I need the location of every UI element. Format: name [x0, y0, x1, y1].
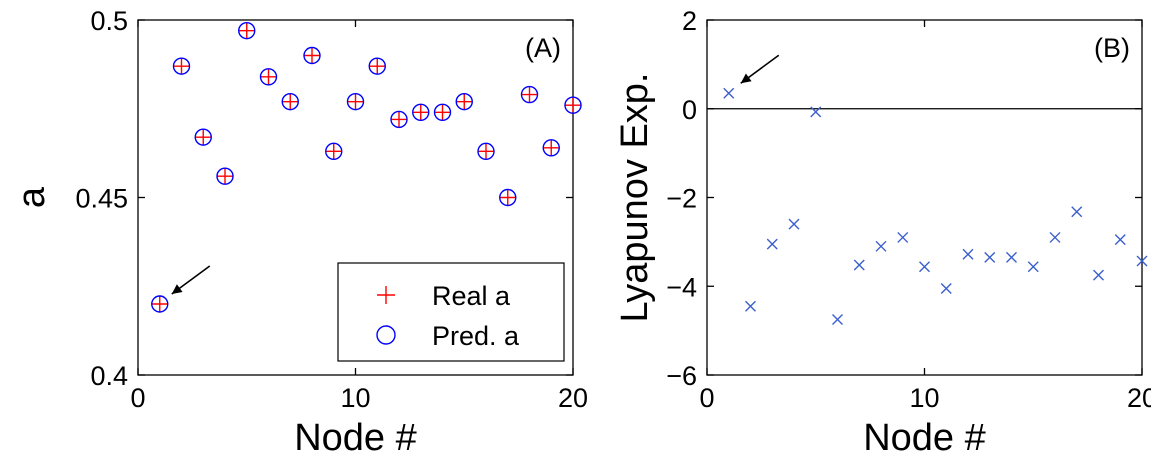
y-tick-label: 0.5: [90, 6, 128, 36]
x-axis-label: Node #: [294, 417, 417, 456]
real-a-point: [543, 139, 560, 156]
pred-a-point: [477, 142, 495, 161]
lyapunov-point: [940, 282, 952, 294]
x-tick-label: 20: [558, 383, 588, 413]
y-tick-label: 0.45: [75, 184, 128, 214]
lyapunov-point: [984, 251, 996, 263]
pred-a-point: [259, 68, 278, 86]
y-tick-label: −2: [666, 184, 697, 214]
lyapunov-point: [1049, 231, 1061, 243]
x-tick-label: 0: [699, 383, 714, 413]
lyapunov-point: [875, 240, 887, 252]
real-a-point: [151, 296, 168, 312]
x-tick-label: 10: [909, 383, 939, 413]
real-a-point: [499, 189, 516, 206]
lyapunov-point: [1006, 251, 1017, 263]
lyapunov-point: [1071, 206, 1083, 218]
pred-a-point: [281, 92, 299, 111]
arrow-head: [740, 73, 752, 84]
pred-a-point: [564, 96, 582, 114]
y-axis-label: Lyapunov Exp.: [614, 73, 656, 323]
legend-real-a-icon: [377, 286, 395, 304]
pred-a-point: [499, 188, 517, 207]
pred-a-point: [151, 295, 169, 313]
pred-a-point: [325, 142, 343, 161]
lyapunov-point: [1027, 261, 1039, 273]
real-a-point: [347, 93, 364, 110]
pred-a-point: [303, 46, 321, 65]
panel-a: 0 10 20 0.4 0.45 0.5 Node # a (A) Real a Pred. a: [11, 6, 588, 456]
real-a-point: [195, 129, 212, 146]
pred-a-point: [194, 128, 212, 146]
real-a-point: [173, 58, 190, 75]
real-a-point: [521, 86, 538, 103]
pred-a-point: [542, 139, 560, 157]
pred-a-point: [520, 85, 539, 104]
pred-a-point: [433, 103, 452, 122]
real-a-point: [217, 168, 233, 185]
real-a-point: [412, 104, 429, 121]
real-a-point: [565, 97, 581, 114]
y-tick-label: −6: [666, 361, 697, 391]
panel-label: (A): [525, 33, 561, 63]
pred-a-point: [390, 110, 408, 129]
pred-a-point: [412, 103, 430, 122]
lyapunov-point: [788, 218, 800, 230]
panel-label: (B): [1094, 33, 1130, 63]
real-a-point: [456, 93, 473, 110]
pred-a-point: [368, 57, 386, 75]
lyapunov-point: [897, 231, 909, 243]
legend-box: [337, 262, 565, 362]
arrow-head: [171, 284, 183, 294]
lyapunov-point: [832, 314, 843, 326]
lyapunov-point: [745, 300, 756, 312]
panel-b: 0 10 20 −6 −4 −2 0 2 Node # Lyapunov Exp. (B): [614, 6, 1151, 456]
x-tick-label: 20: [1127, 383, 1151, 413]
real-a-point: [304, 47, 320, 64]
x-axis-label: Node #: [863, 417, 986, 456]
real-a-point: [325, 143, 342, 160]
real-a-point: [369, 58, 386, 75]
y-tick-label: −4: [666, 272, 697, 302]
lyapunov-point: [853, 259, 865, 271]
pred-a-point: [238, 21, 256, 40]
real-a-point: [434, 104, 451, 121]
real-a-point: [282, 93, 299, 110]
pred-a-point: [172, 57, 191, 75]
lyapunov-point: [1136, 255, 1148, 267]
x-tick-label: 0: [130, 383, 145, 413]
legend-pred-a-icon: [376, 325, 396, 345]
x-tick-label: 10: [340, 383, 370, 413]
y-tick-label: 0.4: [90, 361, 128, 391]
lyapunov-point: [810, 106, 822, 118]
y-axis-label: a: [11, 186, 53, 208]
pred-a-point: [455, 92, 473, 111]
lyapunov-point: [723, 87, 735, 99]
pred-a-point: [216, 167, 234, 185]
lyapunov-point: [1114, 234, 1126, 246]
lyapunov-point: [919, 261, 930, 273]
y-tick-label: 2: [682, 6, 697, 36]
real-a-point: [238, 22, 255, 39]
lyapunov-point: [766, 238, 778, 250]
pred-a-point: [346, 92, 365, 111]
y-tick-label: 0: [682, 95, 697, 125]
legend-label: Pred. a: [432, 321, 520, 351]
real-a-point: [260, 68, 277, 85]
plot-frame: [706, 19, 1143, 376]
lyapunov-point: [962, 248, 974, 260]
lyapunov-point: [1093, 269, 1104, 281]
legend-label: Real a: [432, 281, 511, 311]
real-a-point: [391, 111, 407, 128]
real-a-point: [478, 143, 494, 160]
